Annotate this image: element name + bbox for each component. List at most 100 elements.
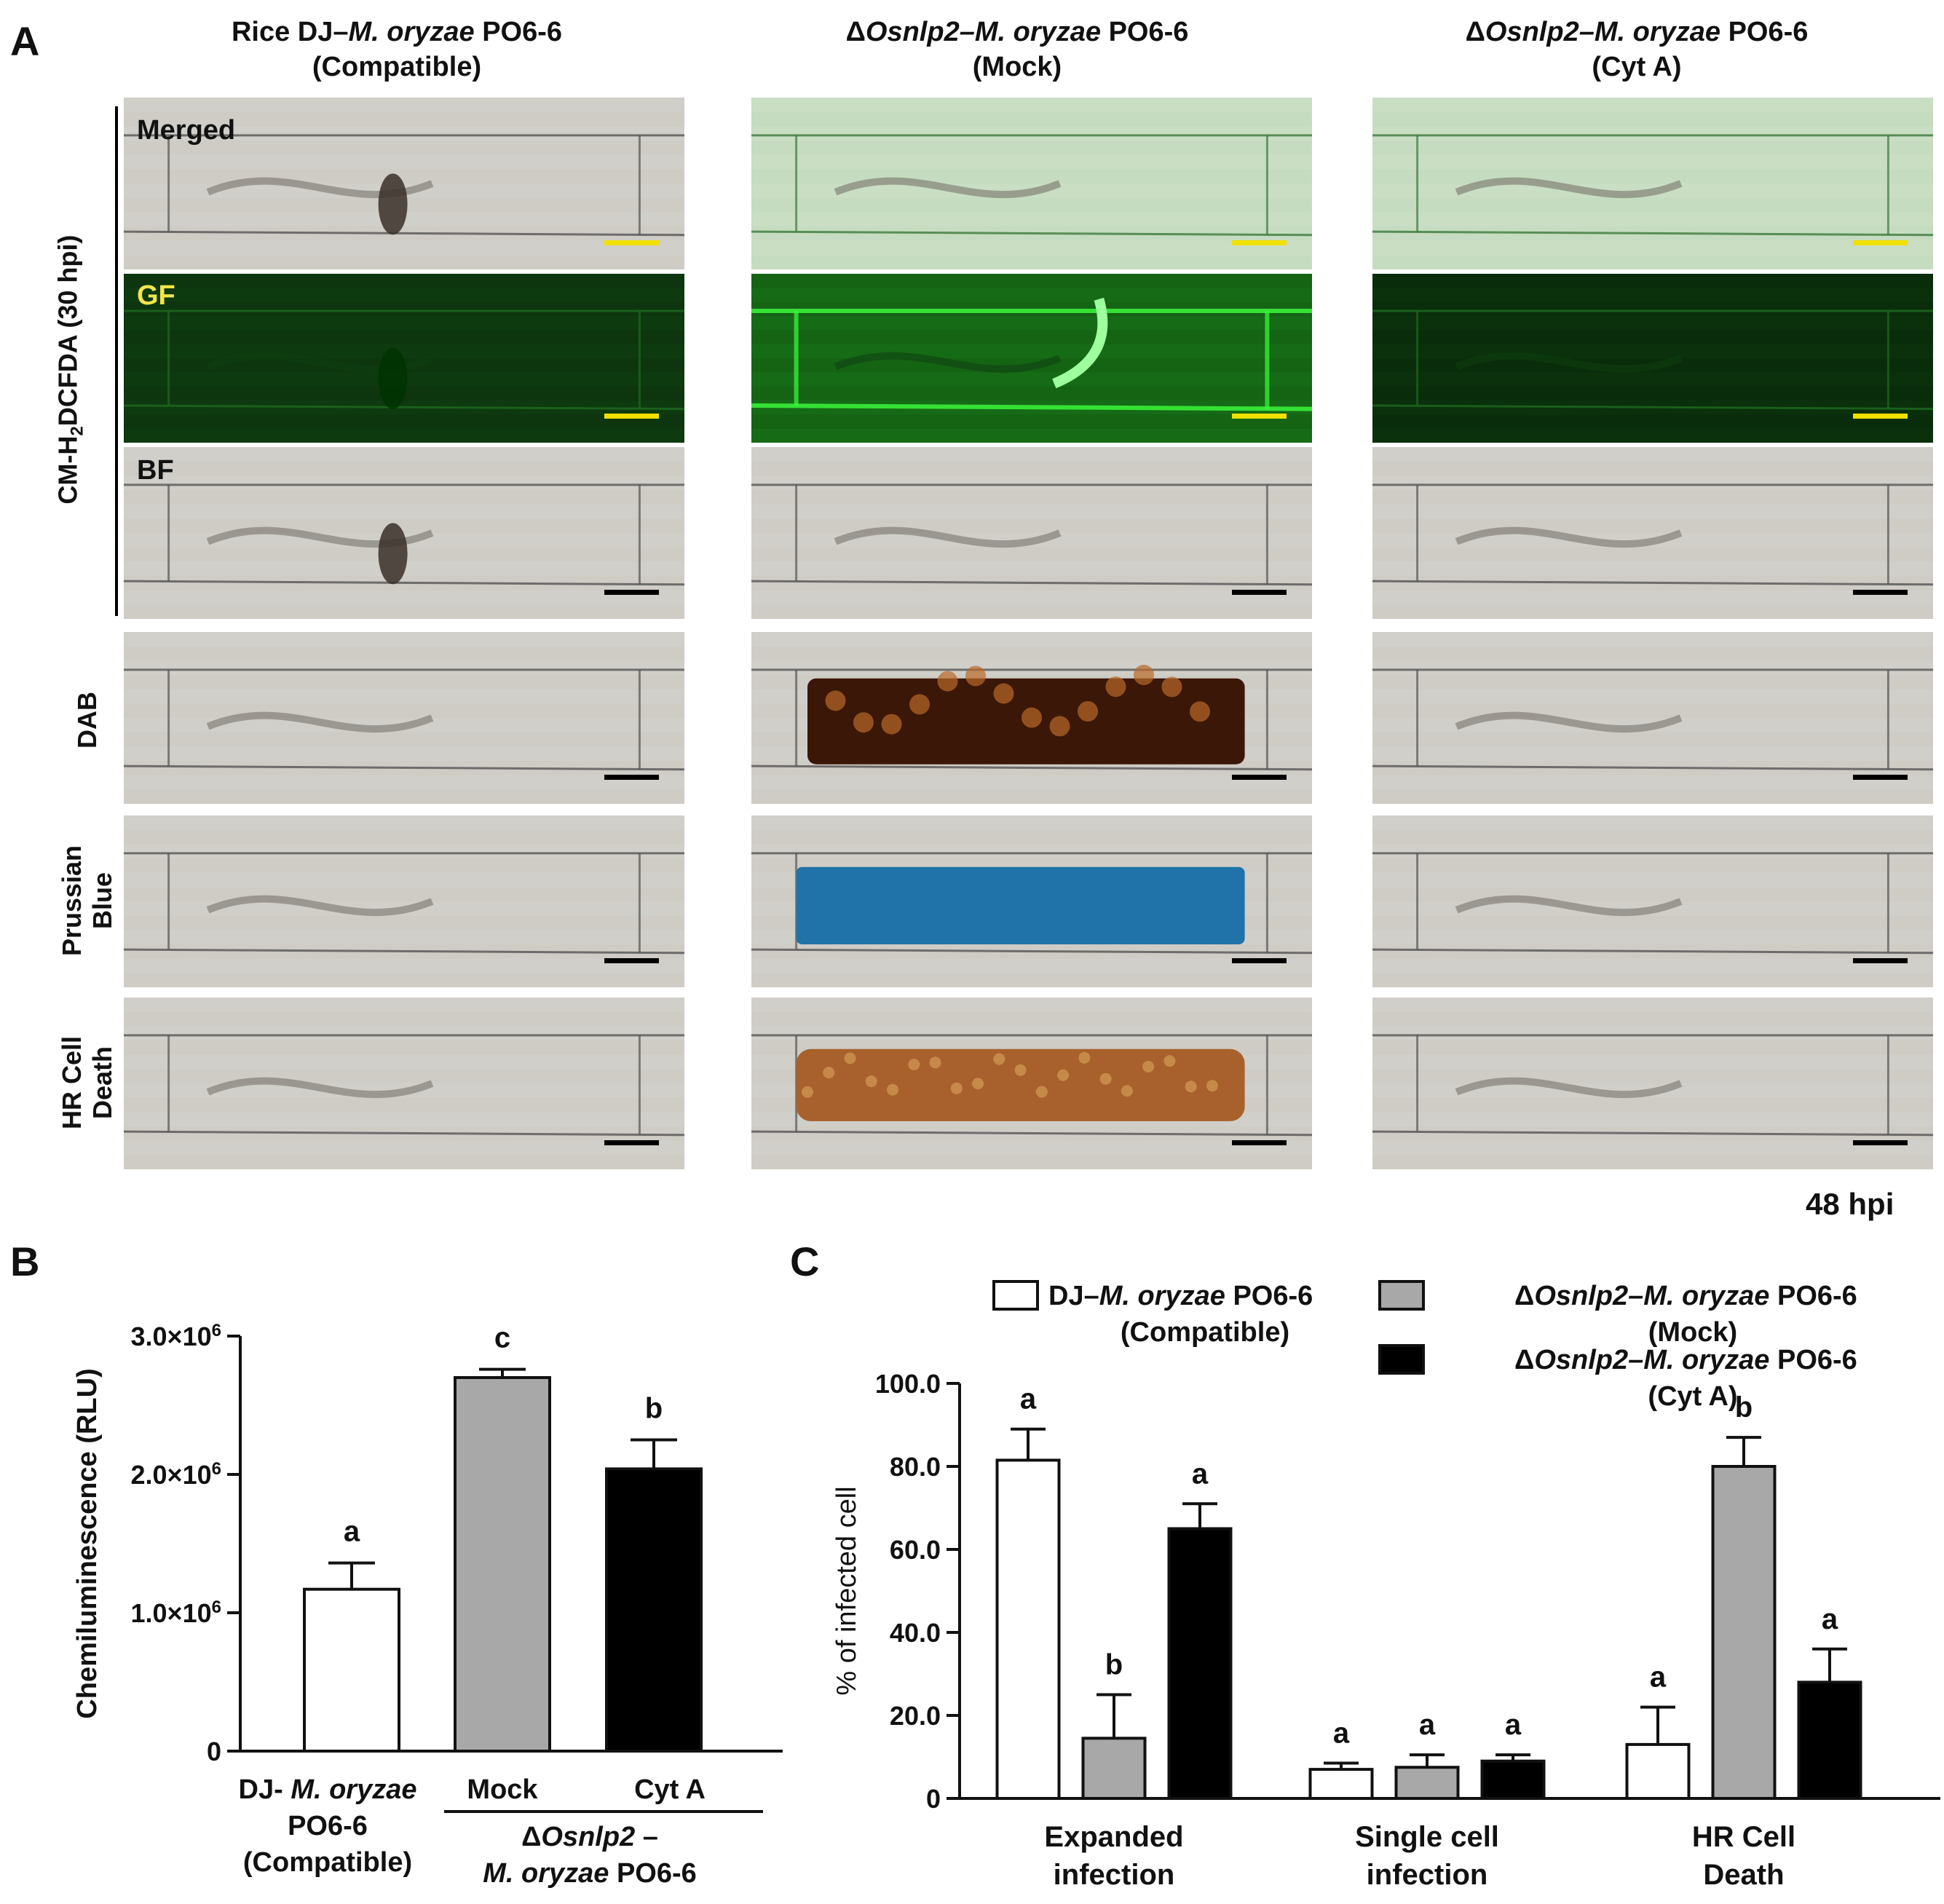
micrograph-prussian-col2 bbox=[751, 815, 1312, 987]
x-tick-label: Expanded bbox=[1044, 1821, 1183, 1853]
x-tick-label: Death bbox=[1703, 1859, 1784, 1891]
group-bracket bbox=[115, 106, 118, 616]
y-tick-label: 3.0×106 bbox=[131, 1321, 221, 1352]
significance-letter: a bbox=[1822, 1603, 1838, 1635]
micrograph-merged-col2 bbox=[751, 98, 1312, 269]
panel-c-label: C bbox=[790, 1239, 820, 1284]
chart-b-svg: 0 1.0×106 2.0×106 3.0×106 Chemiluminescence … bbox=[72, 1321, 783, 1889]
legend-swatch bbox=[1378, 1344, 1425, 1375]
x-tick-label: Cyt A bbox=[634, 1774, 706, 1805]
micrograph-dab-col2 bbox=[751, 632, 1312, 804]
scale-bar bbox=[604, 240, 659, 245]
y-tick-label: 80.0 bbox=[890, 1452, 941, 1482]
y-tick-label: 40.0 bbox=[890, 1618, 941, 1648]
micrograph-gf-col3 bbox=[1372, 274, 1933, 443]
group-label: ΔOsnlp2 – bbox=[521, 1822, 658, 1852]
panel-a-label: A bbox=[10, 18, 40, 64]
scale-bar bbox=[1853, 775, 1908, 780]
x-tick-label: Single cell bbox=[1355, 1821, 1499, 1853]
significance-letter: a bbox=[1505, 1709, 1522, 1741]
micrograph-hr-col1 bbox=[124, 998, 684, 1169]
row-label-prussian-blue: Prussian Blue bbox=[57, 845, 117, 957]
legend-label: (Cyt A) bbox=[1648, 1381, 1737, 1412]
y-tick-label: 0 bbox=[926, 1784, 941, 1814]
legend-swatch bbox=[992, 1280, 1039, 1311]
chart-b: 0 1.0×106 2.0×106 3.0×106 Chemiluminescence … bbox=[0, 1281, 786, 1900]
scale-bar bbox=[604, 775, 659, 780]
scale-bar bbox=[1232, 958, 1287, 963]
scale-bar bbox=[604, 414, 659, 419]
tile-label-bf: BF bbox=[137, 455, 174, 486]
y-tick-label: 0 bbox=[207, 1737, 221, 1766]
legend-label: ΔOsnlp2–M. oryzae PO6-6 bbox=[1514, 1281, 1857, 1311]
bar bbox=[1480, 1759, 1546, 1801]
scale-bar bbox=[604, 590, 659, 595]
legend-label: DJ–M. oryzae PO6-6 bbox=[1048, 1281, 1313, 1311]
column-title-3: ΔOsnlp2–M. oryzae PO6-6 (Cyt A) bbox=[1465, 17, 1809, 82]
scale-bar bbox=[1232, 414, 1287, 419]
significance-letter: a bbox=[1650, 1662, 1667, 1694]
significance-letter: b bbox=[1105, 1649, 1123, 1681]
micrograph-hr-col3 bbox=[1372, 998, 1933, 1169]
scale-bar bbox=[1232, 590, 1287, 595]
bar bbox=[303, 1587, 400, 1753]
bar bbox=[1308, 1768, 1374, 1800]
tile-label-gf: GF bbox=[137, 280, 175, 311]
micrograph-bf-col1 bbox=[124, 447, 684, 619]
scale-bar bbox=[1232, 1140, 1287, 1145]
y-tick-label: 2.0×106 bbox=[131, 1459, 221, 1490]
micrograph-dab-col1 bbox=[124, 632, 684, 804]
scale-bar bbox=[1232, 775, 1287, 780]
scale-bar bbox=[1853, 1140, 1908, 1145]
bar bbox=[1394, 1766, 1460, 1800]
y-tick-label: 60.0 bbox=[890, 1535, 941, 1565]
micrograph-merged-col3 bbox=[1372, 98, 1933, 269]
row-label-dab: DAB bbox=[72, 692, 102, 748]
legend-label: (Compatible) bbox=[1121, 1317, 1289, 1348]
bar bbox=[1167, 1527, 1233, 1800]
y-tick-label: 100.0 bbox=[875, 1369, 941, 1399]
significance-letter: a bbox=[1192, 1458, 1209, 1490]
significance-letter: a bbox=[1419, 1709, 1436, 1741]
legend-swatch bbox=[1378, 1280, 1425, 1311]
bar bbox=[1625, 1742, 1691, 1801]
micrograph-prussian-col3 bbox=[1372, 815, 1933, 987]
panel-b-label: B bbox=[10, 1239, 40, 1284]
bar bbox=[454, 1376, 551, 1753]
time-label-48hpi: 48 hpi bbox=[1806, 1187, 1894, 1221]
significance-letter: a bbox=[344, 1516, 360, 1548]
x-tick-label: (Compatible) bbox=[243, 1847, 412, 1878]
significance-letter: c bbox=[494, 1322, 510, 1354]
micrograph-hr-col2 bbox=[751, 998, 1312, 1169]
significance-letter: a bbox=[1020, 1383, 1037, 1415]
legend-label: ΔOsnlp2–M. oryzae PO6-6 bbox=[1514, 1345, 1857, 1375]
scale-bar bbox=[1232, 240, 1287, 245]
scale-bar bbox=[604, 958, 659, 963]
x-tick-label: HR Cell bbox=[1692, 1821, 1795, 1853]
significance-letter: b bbox=[645, 1393, 663, 1425]
bar bbox=[1797, 1680, 1862, 1801]
scale-bar bbox=[1853, 240, 1908, 245]
group-label-cm-h2dcfda: CM-H2DCFDA (30 hpi) bbox=[52, 234, 87, 505]
scale-bar bbox=[1853, 958, 1908, 963]
micrograph-dab-col3 bbox=[1372, 632, 1933, 804]
x-tick-label: infection bbox=[1367, 1859, 1488, 1891]
bar bbox=[995, 1458, 1061, 1800]
scale-bar bbox=[1853, 590, 1908, 595]
bar bbox=[1711, 1465, 1777, 1800]
x-tick-label: PO6-6 bbox=[288, 1811, 368, 1841]
column-title-1: Rice DJ–M. oryzae PO6-6 (Compatible) bbox=[231, 17, 563, 82]
bar bbox=[1081, 1737, 1147, 1800]
micrograph-prussian-col1 bbox=[124, 815, 684, 987]
micrograph-bf-col3 bbox=[1372, 447, 1933, 619]
significance-letter: b bbox=[1735, 1391, 1753, 1423]
y-axis-label: Chemiluminescence (RLU) bbox=[72, 1368, 103, 1718]
bar bbox=[605, 1467, 703, 1753]
micrograph-bf-col2 bbox=[751, 447, 1312, 619]
micrograph-merged-col1 bbox=[124, 98, 684, 269]
micrograph-gf-col2 bbox=[751, 274, 1312, 443]
tile-label-merged: Merged bbox=[137, 115, 236, 146]
scale-bar bbox=[604, 1140, 659, 1145]
legend-label: (Mock) bbox=[1648, 1317, 1737, 1348]
x-tick-label: Mock bbox=[467, 1774, 538, 1805]
